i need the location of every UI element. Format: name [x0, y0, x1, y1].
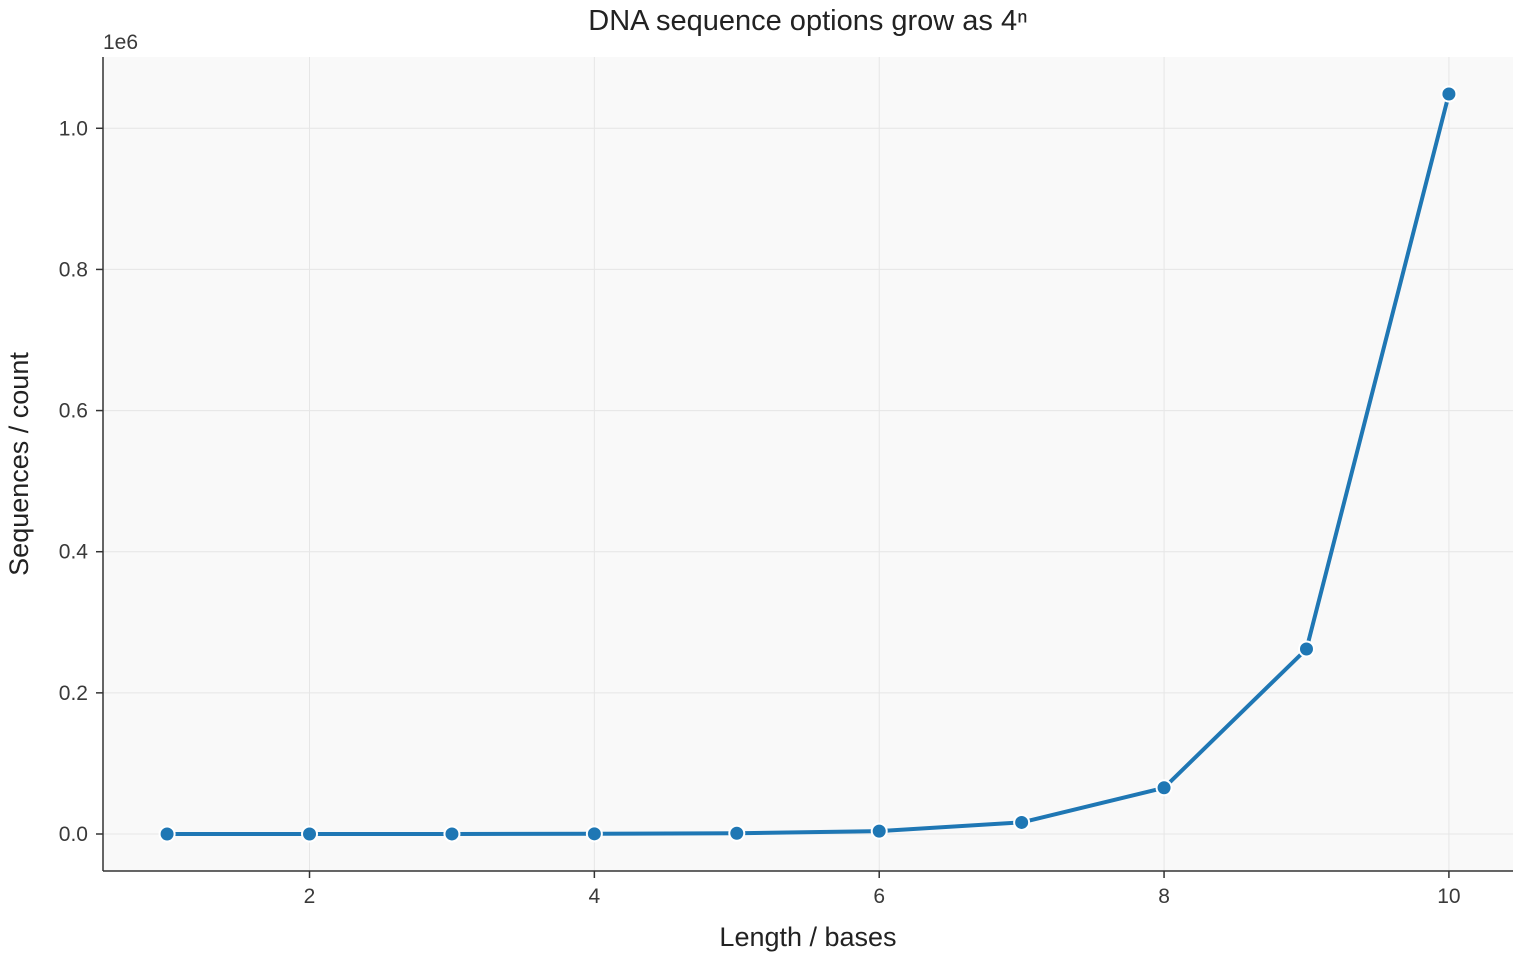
series-line — [165, 92, 1451, 836]
y-ticks: 0.0 0.2 0.4 0.6 0.8 1.0 — [59, 117, 103, 846]
y-axis-label: Sequences / count — [4, 352, 34, 576]
x-axis-label: Length / bases — [719, 922, 896, 952]
y-tick-label: 0.6 — [59, 400, 88, 423]
x-tick-label: 6 — [873, 885, 885, 908]
y-tick-label: 0.8 — [59, 258, 88, 281]
x-ticks: 2 4 6 8 10 — [304, 871, 1461, 908]
data-point — [1440, 85, 1458, 103]
y-tick-label: 0.4 — [59, 541, 89, 564]
series-line-group — [158, 85, 1458, 843]
data-point — [585, 825, 603, 843]
y-tick-label: 0.0 — [59, 823, 88, 846]
x-tick-label: 8 — [1158, 885, 1170, 908]
y-offset-label: 1e6 — [103, 31, 138, 54]
y-tick-label: 0.2 — [59, 682, 88, 705]
data-point — [1155, 779, 1173, 797]
data-point — [443, 825, 461, 843]
x-tick-label: 10 — [1437, 885, 1460, 908]
data-point — [728, 824, 746, 842]
x-tick-label: 4 — [589, 885, 601, 908]
data-point — [158, 825, 176, 843]
chart-title: DNA sequence options grow as 4ⁿ — [588, 5, 1027, 37]
data-point — [1297, 640, 1315, 658]
plot-area — [103, 57, 1513, 871]
data-point — [301, 825, 319, 843]
data-point — [1013, 813, 1031, 831]
data-point — [870, 822, 888, 840]
x-tick-label: 2 — [304, 885, 316, 908]
y-tick-label: 1.0 — [59, 117, 88, 140]
